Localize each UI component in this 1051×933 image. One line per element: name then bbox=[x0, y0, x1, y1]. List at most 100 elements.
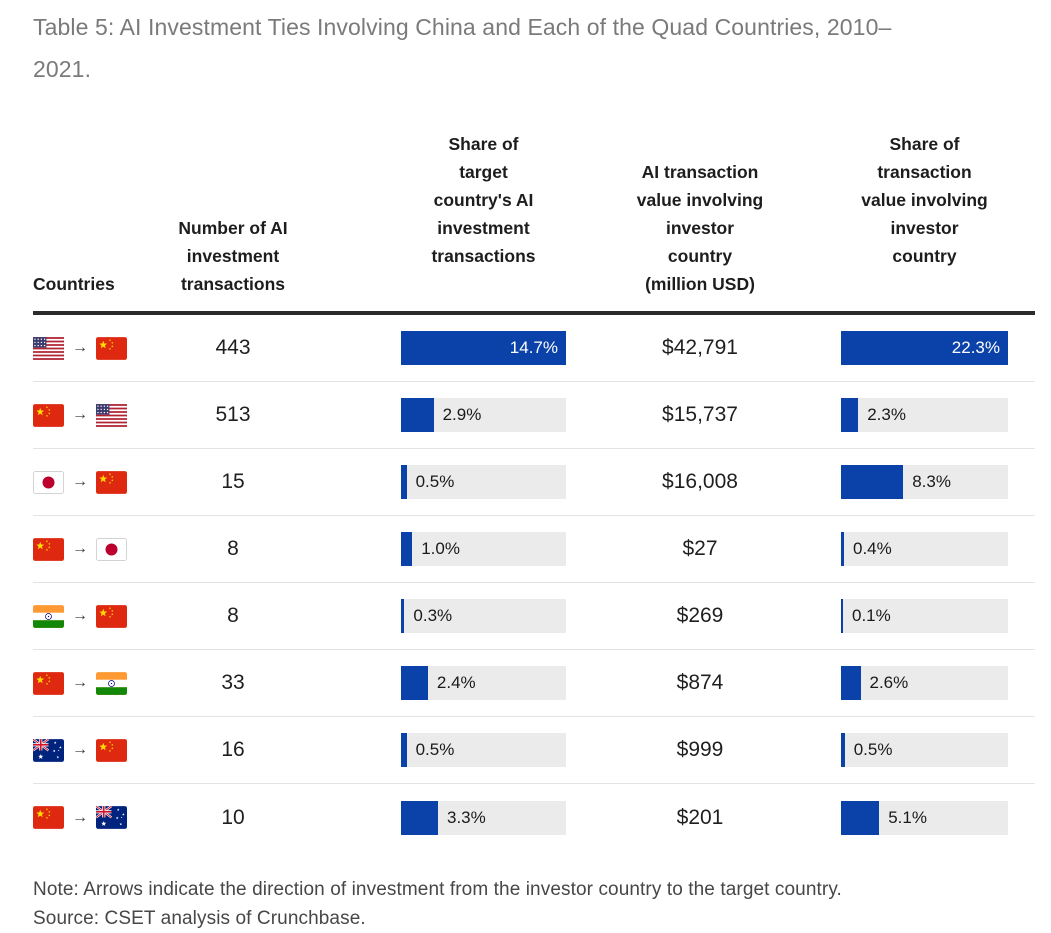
col-header-share-value-text: Share of transaction value involving inv… bbox=[861, 134, 988, 266]
share-value-cell: 0.1% bbox=[820, 599, 1035, 633]
us-flag-icon bbox=[33, 336, 64, 360]
share-target-cell: 3.3% bbox=[303, 800, 580, 835]
investment-table: Countries Number of AI investment transa… bbox=[33, 102, 1035, 851]
share-target-cell: 2.4% bbox=[303, 666, 580, 700]
cn-flag-icon bbox=[96, 470, 127, 494]
table-row: → 8 0.3% $269 0.1% bbox=[33, 583, 1035, 650]
col-header-countries: Countries bbox=[33, 274, 115, 294]
share-target-bar: 0.5% bbox=[401, 733, 566, 767]
bar-value-label: 2.9% bbox=[442, 405, 482, 424]
table-row: → 16 0.5% $999 0.5% bbox=[33, 717, 1035, 784]
share-target-bar: 1.0% bbox=[401, 532, 566, 566]
col-header-transaction-value: AI transaction value involving investor … bbox=[636, 162, 764, 294]
bar-value-label: 1.0% bbox=[421, 539, 460, 558]
bar-value-label: 8.3% bbox=[912, 472, 951, 491]
jp-flag-icon bbox=[96, 537, 127, 561]
country-pair: → bbox=[33, 738, 163, 762]
cn-flag-icon bbox=[96, 604, 127, 628]
bar-value-label: 5.1% bbox=[888, 807, 927, 827]
transactions-count: 16 bbox=[221, 738, 245, 761]
share-value-cell: 22.3% bbox=[820, 331, 1035, 365]
bar-fill bbox=[841, 331, 1008, 365]
bar-fill bbox=[401, 331, 566, 365]
transaction-value: $27 bbox=[682, 537, 718, 560]
share-target-cell: 0.3% bbox=[303, 599, 580, 633]
arrow-right-icon: → bbox=[72, 674, 88, 691]
cn-flag-icon bbox=[33, 806, 64, 829]
transaction-value: $42,791 bbox=[662, 336, 738, 359]
share-value-cell: 8.3% bbox=[820, 465, 1035, 499]
us-flag-icon bbox=[96, 403, 127, 427]
country-pair: → bbox=[33, 336, 163, 360]
arrow-right-icon: → bbox=[72, 473, 88, 490]
share-target-cell: 14.7% bbox=[303, 331, 580, 365]
bar-fill bbox=[401, 733, 407, 767]
table-row: → 33 2.4% $874 2.6% bbox=[33, 650, 1035, 717]
jp-flag-icon bbox=[33, 470, 64, 494]
bar-fill bbox=[401, 465, 407, 499]
bar-value-label: 0.5% bbox=[415, 472, 455, 491]
bar-fill bbox=[841, 666, 861, 700]
table-body: → 443 14.7% $42,791 22.3% → 513 2.9% $15,737 2.3%… bbox=[33, 315, 1035, 851]
share-value-bar: 0.4% bbox=[841, 532, 1008, 566]
transactions-count: 443 bbox=[215, 336, 251, 359]
transaction-value: $999 bbox=[676, 738, 724, 761]
transactions-count: 15 bbox=[221, 470, 245, 493]
cn-flag-icon bbox=[33, 537, 64, 561]
col-header-share-target: Share of target country's AI investment … bbox=[303, 102, 580, 311]
bar-value-label: 14.7% bbox=[509, 338, 558, 357]
table-row: → 443 14.7% $42,791 22.3% bbox=[33, 315, 1035, 382]
share-value-bar: 8.3% bbox=[841, 465, 1008, 499]
bar-fill bbox=[841, 398, 859, 432]
arrow-right-icon: → bbox=[72, 406, 88, 423]
transactions-count: 33 bbox=[221, 671, 245, 694]
bar-value-label: 3.3% bbox=[447, 807, 486, 827]
table-title: Table 5: AI Investment Ties Involving Ch… bbox=[33, 14, 892, 82]
note-text: Note: Arrows indicate the direction of i… bbox=[33, 879, 842, 900]
bar-value-label: 0.5% bbox=[853, 740, 893, 759]
share-target-bar: 14.7% bbox=[401, 331, 566, 365]
table-notes: Note: Arrows indicate the direction of i… bbox=[33, 875, 1035, 933]
au-flag-icon bbox=[96, 806, 127, 829]
bar-fill bbox=[841, 733, 845, 767]
share-value-bar: 2.3% bbox=[841, 398, 1008, 432]
source-text: Source: CSET analysis of Crunchbase. bbox=[33, 908, 366, 929]
bar-value-label: 22.3% bbox=[951, 338, 1000, 357]
share-target-bar: 0.5% bbox=[401, 465, 566, 499]
col-header-num-transactions: Number of AI investment transactions bbox=[178, 218, 288, 294]
country-pair: → bbox=[33, 806, 163, 829]
country-pair: → bbox=[33, 671, 163, 695]
share-value-cell: 5.1% bbox=[820, 800, 1035, 835]
share-target-bar: 3.3% bbox=[401, 800, 566, 835]
transaction-value: $269 bbox=[676, 604, 724, 627]
share-target-bar: 2.4% bbox=[401, 666, 566, 700]
share-value-bar: 0.5% bbox=[841, 733, 1008, 767]
arrow-right-icon: → bbox=[72, 339, 88, 356]
table-row: → 8 1.0% $27 0.4% bbox=[33, 516, 1035, 583]
share-target-bar: 2.9% bbox=[401, 398, 566, 432]
transaction-value: $201 bbox=[676, 805, 724, 829]
bar-fill bbox=[401, 666, 428, 700]
table-row: → 15 0.5% $16,008 8.3% bbox=[33, 449, 1035, 516]
share-value-bar: 5.1% bbox=[841, 800, 1008, 835]
bar-value-label: 2.4% bbox=[436, 673, 476, 692]
transaction-value: $16,008 bbox=[662, 470, 738, 493]
col-header-share-value: Share of transaction value involving inv… bbox=[820, 102, 1035, 311]
table-row: → 513 2.9% $15,737 2.3% bbox=[33, 382, 1035, 449]
bar-fill bbox=[841, 465, 904, 499]
share-target-cell: 2.9% bbox=[303, 398, 580, 432]
bar-fill bbox=[401, 532, 413, 566]
table-row: → 10 3.3% $201 5.1% bbox=[33, 784, 1035, 851]
arrow-right-icon: → bbox=[72, 808, 88, 826]
bar-fill bbox=[841, 800, 880, 835]
bar-fill bbox=[401, 398, 434, 432]
bar-value-label: 0.3% bbox=[413, 606, 453, 625]
arrow-right-icon: → bbox=[72, 540, 88, 557]
table-header-row: Countries Number of AI investment transa… bbox=[33, 102, 1035, 311]
share-value-bar: 22.3% bbox=[841, 331, 1008, 365]
country-pair: → bbox=[33, 604, 163, 628]
share-target-bar: 0.3% bbox=[401, 599, 566, 633]
country-pair: → bbox=[33, 470, 163, 494]
bar-fill bbox=[841, 532, 844, 566]
